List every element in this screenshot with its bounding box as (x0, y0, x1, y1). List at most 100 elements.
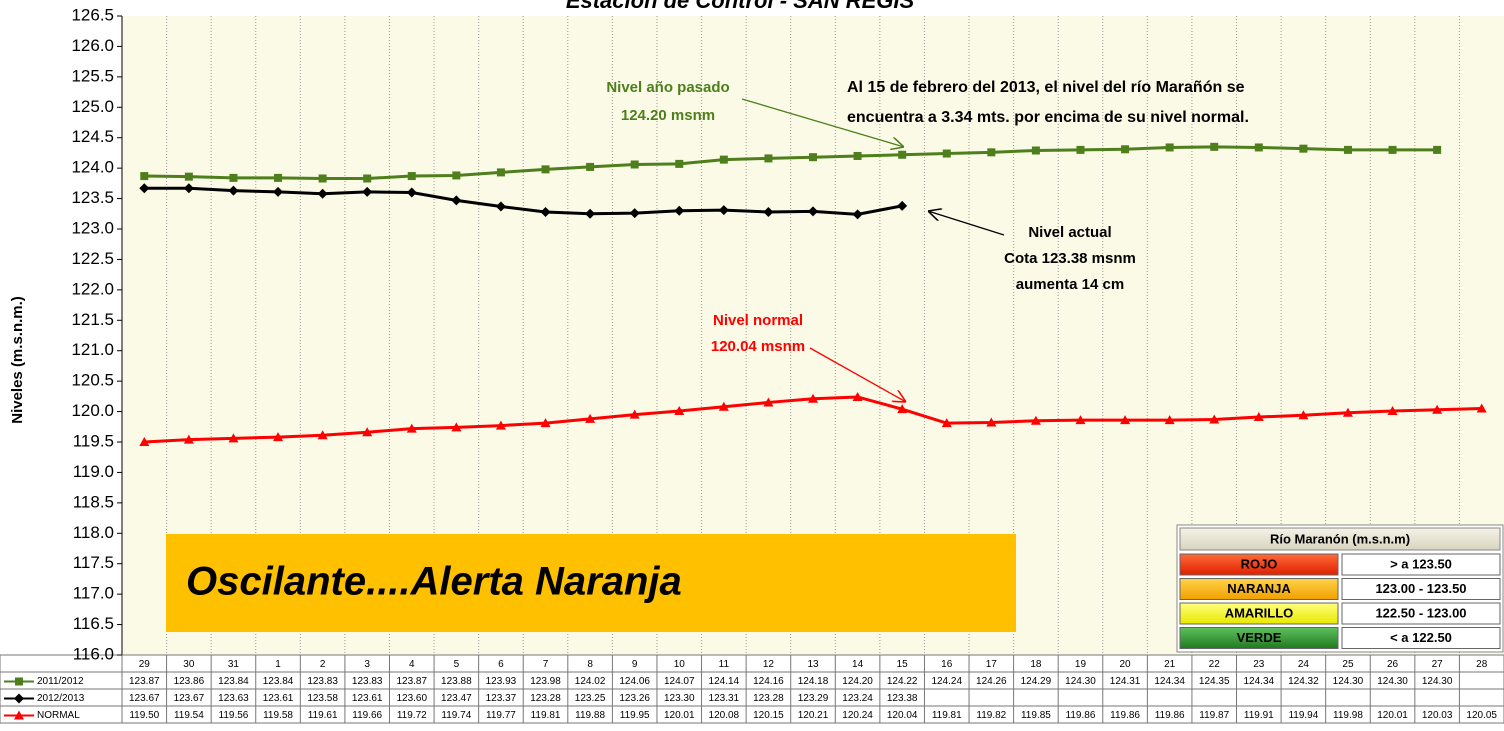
marker (942, 149, 951, 158)
marker (273, 186, 284, 197)
table-cell: 119.56 (219, 710, 249, 721)
alert-level (1179, 627, 1339, 649)
marker (852, 209, 863, 220)
table-cell: 123.87 (396, 676, 427, 687)
annotation: Al 15 de febrero del 2013, el nivel del … (847, 79, 1245, 96)
table-cell: 123.86 (174, 676, 205, 687)
table-cell: 123.60 (396, 693, 427, 704)
y-axis-label: Niveles (m.s.n.m.) (9, 296, 26, 424)
table-cell: 119.86 (1066, 710, 1096, 721)
alert-level (1179, 553, 1339, 576)
table-cell: 119.50 (129, 710, 159, 721)
x-tick-label: 16 (941, 659, 953, 670)
table-cell: 119.81 (932, 710, 962, 721)
table-cell: 119.77 (486, 710, 516, 721)
marker (139, 437, 150, 446)
y-tick-label: 125.5 (71, 66, 114, 85)
x-tick-label: 28 (1476, 659, 1488, 670)
table-cell: 119.66 (352, 710, 382, 721)
x-tick-label: 19 (1075, 659, 1087, 670)
y-tick-label: 116.5 (73, 614, 114, 633)
alert-range-cell (1341, 602, 1501, 625)
marker (1253, 412, 1264, 422)
marker (1121, 145, 1130, 154)
marker (540, 206, 551, 217)
marker (630, 160, 639, 169)
marker (675, 159, 684, 168)
alert-range: 123.00 - 123.50 (1375, 581, 1466, 596)
y-tick-label: 126.5 (71, 5, 114, 24)
table-cell: 120.05 (1466, 710, 1497, 721)
marker (986, 417, 997, 427)
x-tick-label: 8 (587, 659, 593, 670)
alert-range-cell (1341, 578, 1501, 600)
alert-title: Río Maranón (m.s.n.m) (1270, 531, 1410, 546)
table-cell: 119.86 (1155, 710, 1185, 721)
marker (1031, 146, 1040, 155)
marker (540, 418, 551, 428)
marker (1075, 415, 1086, 425)
marker (452, 171, 461, 180)
x-tick-label: 22 (1209, 659, 1221, 670)
x-tick-label: 18 (1030, 659, 1042, 670)
arrow (809, 347, 906, 402)
table-cell: 123.98 (530, 676, 561, 687)
table-cell: 119.72 (397, 710, 427, 721)
marker (541, 165, 550, 174)
alert-header (1179, 527, 1501, 551)
alert-level (1179, 578, 1339, 600)
y-tick-label: 117.0 (73, 584, 114, 603)
x-tick-label: 15 (897, 659, 909, 670)
table-cell: 124.31 (1110, 676, 1141, 687)
x-tick-label: 12 (763, 659, 775, 670)
y-tick-label: 119.0 (73, 462, 114, 481)
y-tick-label: 119.5 (73, 431, 114, 450)
marker (1387, 405, 1398, 415)
marker (14, 693, 24, 704)
table-cell: 124.14 (709, 676, 740, 687)
marker (1298, 410, 1309, 420)
marker (763, 397, 774, 407)
table-cell: 120.08 (709, 710, 740, 721)
table-cell: 123.61 (263, 693, 294, 704)
x-tick-label: 5 (454, 659, 460, 670)
marker (897, 404, 908, 414)
marker (1476, 403, 1487, 413)
alert-level-label: NARANJA (1227, 581, 1291, 596)
marker (585, 208, 596, 219)
marker (809, 153, 817, 162)
marker (183, 183, 194, 194)
alert-range-cell (1341, 627, 1501, 649)
marker (764, 154, 773, 163)
annotation: Nivel normal (713, 312, 803, 329)
table-cell: 120.03 (1422, 710, 1453, 721)
y-tick-label: 125.0 (71, 97, 114, 116)
table-cell: 124.30 (1377, 676, 1408, 687)
table-cell: 123.24 (842, 693, 873, 704)
y-tick-label: 116.0 (73, 644, 114, 663)
marker (1030, 415, 1041, 425)
table-cell: 124.32 (1288, 676, 1319, 687)
table-cell: 123.26 (619, 693, 650, 704)
alert-level-label: AMARILLO (1225, 605, 1294, 620)
table-cell: 124.06 (619, 676, 650, 687)
table-cell: 123.61 (352, 693, 383, 704)
legend-label: NORMAL (37, 710, 80, 721)
x-tick-label: 10 (674, 659, 686, 670)
marker (406, 187, 417, 198)
table-cell: 123.29 (798, 693, 829, 704)
table-cell: 123.63 (218, 693, 249, 704)
chart-title: Estación de Control - SAN REGIS (566, 0, 915, 13)
marker (496, 168, 505, 177)
marker (897, 200, 908, 211)
x-tick-label: 4 (409, 659, 415, 670)
table-cell: 123.28 (753, 693, 784, 704)
alert-range: < a 122.50 (1390, 630, 1452, 645)
table-cell: 124.26 (976, 676, 1007, 687)
marker (451, 195, 462, 206)
marker (629, 409, 640, 419)
marker (674, 205, 685, 216)
table-cell: 123.47 (441, 693, 472, 704)
x-tick-label: 13 (807, 659, 819, 670)
